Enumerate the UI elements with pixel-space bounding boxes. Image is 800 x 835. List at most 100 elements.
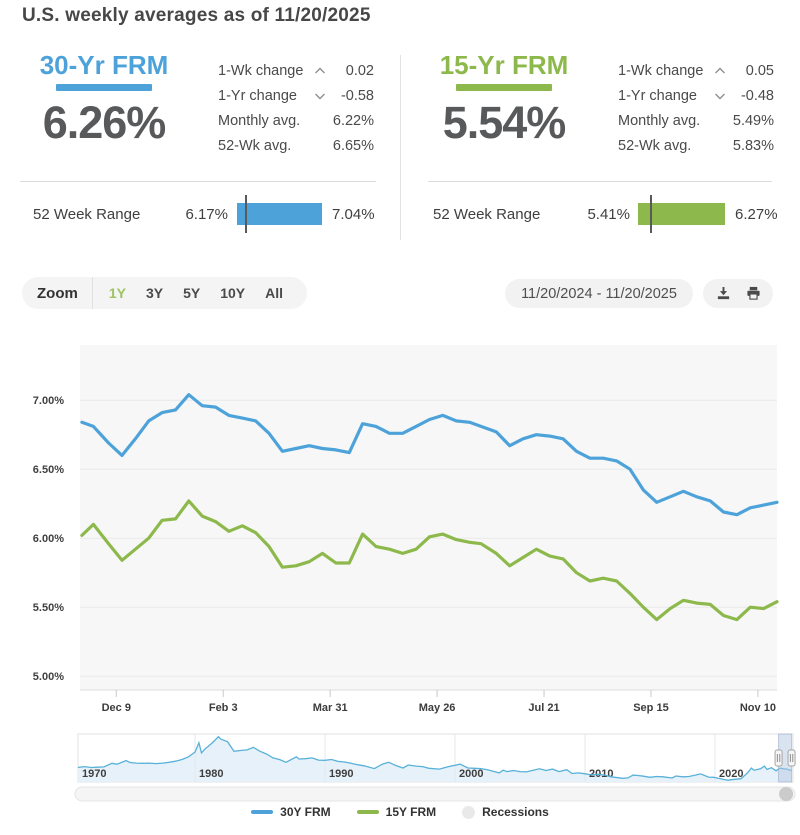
stat-label: Monthly avg. (618, 112, 701, 129)
navigator-year-label: 1970 (82, 768, 106, 780)
range-min-value: 6.17% (185, 206, 228, 223)
y-axis-label: 6.50% (33, 464, 64, 476)
stat-label: 52-Wk avg. (618, 137, 692, 154)
navigator-handle-left[interactable] (774, 749, 783, 767)
scrollbar-track[interactable] (74, 786, 796, 802)
zoom-divider (91, 277, 93, 309)
plot-area[interactable] (80, 345, 777, 690)
zoom-range-selector: Zoom 1Y 3Y 5Y 10Y All (22, 277, 308, 309)
product-underline (456, 84, 552, 92)
range-min-value: 5.41% (587, 206, 630, 223)
legend-line-swatch (251, 810, 274, 814)
section-divider (20, 181, 376, 182)
range-current-marker (244, 195, 247, 233)
navigator-year-label: 1980 (199, 768, 223, 780)
stat-label: 1-Wk change (618, 62, 704, 79)
series-line-30y-frm (80, 393, 779, 517)
stat-row: 1-Yr change -0.48 (618, 83, 774, 108)
y-axis-label: 5.50% (33, 602, 64, 614)
handle-grip-lines (789, 754, 794, 762)
range-max-value: 6.27% (735, 206, 778, 223)
stat-row: 52-Wk avg. 5.83% (618, 133, 774, 158)
stat-row: Monthly avg. 5.49% (618, 108, 774, 133)
range-label: 52 Week Range (433, 206, 541, 223)
zoom-label: Zoom (37, 284, 78, 302)
range-bar (638, 195, 725, 233)
legend-item-30y[interactable]: 30Y FRM (251, 805, 331, 819)
navigator-svg[interactable]: 1970 1980 1990 2000 2010 2020 (0, 726, 800, 804)
stats-table: 1-Wk change 0.02 1-Yr change -0.58 Month… (218, 58, 374, 158)
stat-row: 52-Wk avg. 6.65% (218, 133, 374, 158)
stat-value: 6.65% (332, 137, 374, 154)
navigator-area (78, 736, 792, 782)
legend-label: Recessions (482, 805, 549, 819)
stats-table: 1-Wk change 0.05 1-Yr change -0.48 Month… (618, 58, 774, 158)
print-icon[interactable] (746, 286, 761, 301)
stat-value: -0.48 (740, 87, 774, 104)
x-axis-label: Nov 10 (740, 702, 776, 714)
range-current-marker (650, 195, 653, 233)
download-icon[interactable] (716, 286, 731, 301)
x-axis-label: Jul 21 (528, 702, 559, 714)
section-divider (428, 181, 772, 182)
y-axis-label: 5.00% (33, 671, 64, 683)
trend-up-icon (309, 67, 326, 75)
product-panel-15y: 15-Yr FRM 5.54% 1-Wk change 0.05 1-Yr ch… (425, 51, 785, 182)
legend-line-swatch (356, 810, 379, 814)
x-axis-label: Feb 3 (209, 702, 238, 714)
product-headline: 30-Yr FRM 6.26% (29, 50, 179, 149)
zoom-range-10y[interactable]: 10Y (220, 285, 246, 301)
zoom-range-5y[interactable]: 5Y (183, 285, 201, 301)
handle-grip-lines (776, 754, 781, 762)
date-range-input[interactable]: 11/20/2024 - 11/20/2025 (505, 279, 693, 308)
product-underline (56, 84, 152, 92)
navigator-line (77, 735, 792, 781)
zoom-range-all[interactable]: All (265, 285, 284, 301)
product-name: 30-Yr FRM (39, 50, 169, 80)
stat-value: 6.22% (332, 112, 374, 129)
navigator-handle-right[interactable] (787, 749, 796, 767)
zoom-range-1y[interactable]: 1Y (108, 285, 126, 301)
x-axis-label: May 26 (419, 702, 456, 714)
scrollbar-thumb[interactable] (779, 787, 794, 801)
y-axis-label: 7.00% (33, 395, 64, 407)
legend-item-recessions[interactable]: Recessions (462, 805, 549, 819)
legend-label: 15Y FRM (385, 805, 437, 819)
chart-legend: 30Y FRM 15Y FRM Recessions (0, 805, 800, 819)
page-title: U.S. weekly averages as of 11/20/2025 (22, 5, 371, 26)
legend-item-15y[interactable]: 15Y FRM (356, 805, 437, 819)
stat-label: Monthly avg. (218, 112, 301, 129)
stat-value: 0.02 (345, 62, 374, 79)
stat-row: Monthly avg. 6.22% (218, 108, 374, 133)
panel-divider (400, 55, 401, 240)
stat-label: 52-Wk avg. (218, 137, 292, 154)
x-axis-label: Dec 9 (102, 702, 131, 714)
range-max-value: 7.04% (332, 206, 375, 223)
legend-circle-swatch (462, 805, 476, 819)
stat-value: -0.58 (340, 87, 374, 104)
x-axis-label: Sep 15 (633, 702, 668, 714)
series-line-15y-frm (80, 499, 779, 622)
main-chart-svg[interactable]: 7.00% 6.50% 6.00% 5.50% 5.00% Dec 9 Feb 3 Mar 3… (0, 335, 800, 720)
navigator-year-label: 2000 (459, 768, 483, 780)
current-rate: 6.26% (42, 97, 167, 149)
trend-down-icon (709, 92, 726, 100)
product-panel-30y: 30-Yr FRM 6.26% 1-Wk change 0.02 1-Yr ch… (25, 50, 385, 182)
legend-label: 30Y FRM (280, 805, 331, 819)
trend-down-icon (309, 92, 326, 100)
stat-label: 1-Yr change (218, 87, 297, 104)
navigator-year-label: 2020 (719, 768, 743, 780)
chart-actions (703, 279, 773, 308)
current-rate: 5.54% (442, 97, 567, 149)
zoom-range-3y[interactable]: 3Y (145, 285, 164, 301)
product-headline: 15-Yr FRM 5.54% (429, 51, 579, 149)
trend-up-icon (709, 67, 726, 75)
range-bar (237, 195, 322, 233)
stat-value: 5.49% (732, 112, 774, 129)
stat-value: 0.05 (745, 62, 774, 79)
navigator-year-label: 1990 (329, 768, 353, 780)
stat-label: 1-Yr change (618, 87, 697, 104)
navigator-year-label: 2010 (589, 768, 613, 780)
x-axis-label: Mar 31 (313, 702, 348, 714)
